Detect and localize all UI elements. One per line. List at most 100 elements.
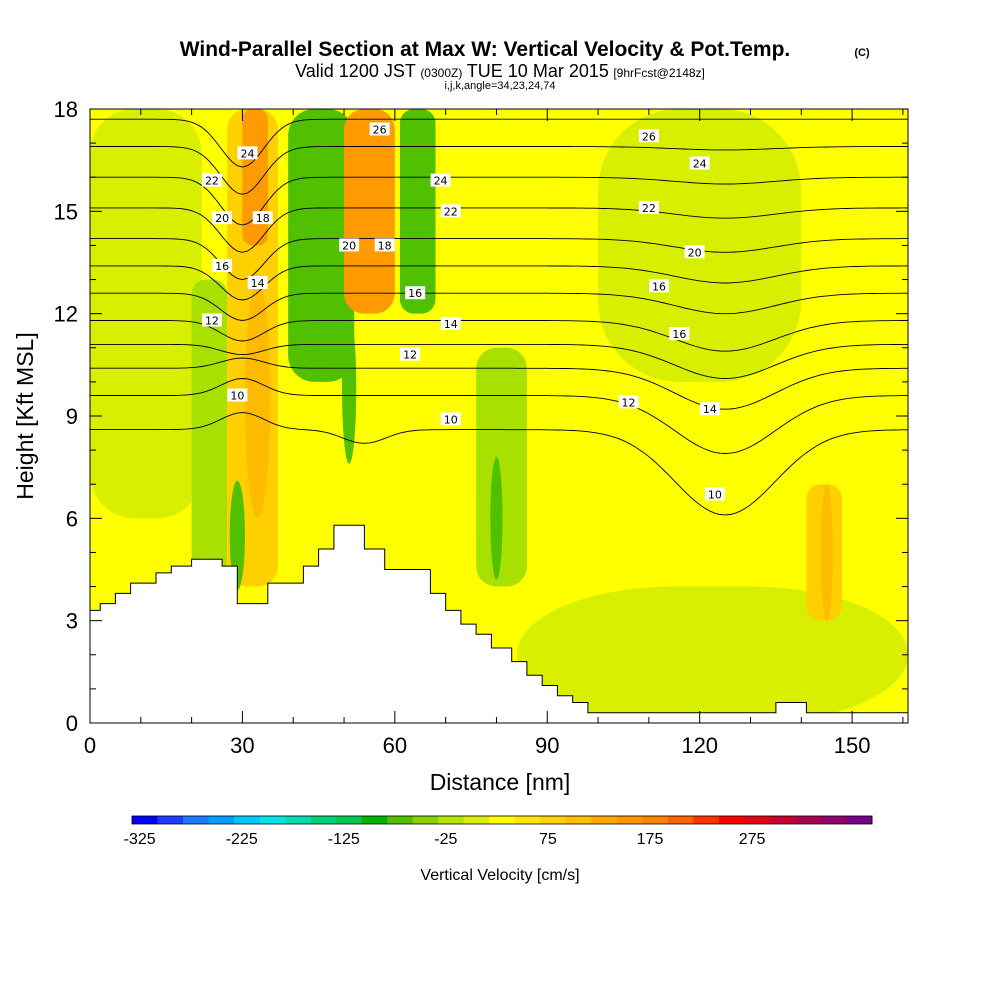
contour-label-box [405,286,426,300]
contour-label: 12 [201,313,222,327]
contour-label-box [212,258,233,272]
contour-label-box [440,412,461,426]
colorbar-swatch [540,816,567,824]
y-tick-label: 9 [66,404,78,429]
velocity-band [90,109,202,519]
isentrope-labels: 10 10 10 12 12 12 14 14 14 16 16 16 16 18 18 20 20 20 22 22… [201,122,725,501]
contour-label-box [247,275,268,289]
isentrope-12 [90,357,908,410]
axis-ticks: 0 30 60 90 120 150 0 3 6 9 12 15 18 [54,97,908,758]
contour-label: 24 [237,146,258,160]
y-tick-label: 0 [66,711,78,736]
contour-label-box [374,238,395,252]
contour-label: 12 [400,347,421,362]
colorbar-swatch [591,816,618,824]
contour-label-box [400,347,421,361]
valid-time-line: Valid 1200 JST (0300Z) TUE 10 Mar 2015 [… [295,61,705,81]
contour-label-text: 14 [703,403,717,416]
y-tick-label: 15 [54,199,78,224]
contour-label: 10 [440,412,461,426]
colorbar-swatch [489,816,516,824]
colorbar-swatch [693,816,720,824]
contour-label-text: 18 [378,239,392,252]
contour-label-text: 22 [205,175,219,188]
velocity-core [244,279,271,519]
colorbar-swatch [616,816,643,824]
colorbar-swatch [361,816,388,824]
colorbar-swatch [769,816,796,824]
y-tick-label: 12 [54,302,78,327]
contour-label: 16 [649,279,670,293]
contour-label-box [227,388,248,402]
contour-label-box [689,156,710,170]
contour-label-box [237,146,258,160]
velocity-core [820,484,833,621]
forecast-info: [9hrFcst@2148z] [613,66,705,80]
colorbar-swatch [183,816,210,824]
contour-label-text: 16 [408,287,422,300]
contour-label-text: 24 [241,147,255,160]
colorbar-swatch [234,816,261,824]
contour-label-text: 10 [708,488,722,501]
colorbar-swatch [208,816,235,824]
isentrope-10 [90,412,908,516]
isentrope-13 [90,343,908,379]
contour-label: 16 [405,286,426,300]
contour-label-box [440,204,461,218]
isentrope-18 [90,265,908,301]
colorbar-frame [131,815,873,825]
contour-label-box [704,487,725,501]
section-params: i,j,k,angle=34,23,24,74 [444,80,555,92]
colorbar: -325 -225 -125 -25 75 175 275 [124,815,873,848]
contour-label-text: 12 [622,396,636,409]
velocity-band [476,347,527,587]
colorbar-swatch [157,816,184,824]
velocity-band [399,109,436,314]
colorbar-swatch [412,816,439,824]
velocity-band [516,586,908,723]
y-tick-label: 6 [66,506,78,531]
contour-label-box [638,200,659,214]
x-tick-label: 120 [681,733,718,758]
plot-area: 10 10 10 12 12 12 14 14 14 16 16 16 16 18 18 20 20 20 22 22… [90,109,908,723]
contour-label-text: 16 [672,328,686,341]
contour-label: 16 [669,327,690,341]
colorbar-swatch [259,816,286,824]
contour-label-box [212,211,233,225]
x-tick-label: 60 [383,733,407,758]
colorbar-tick-label: -25 [434,831,457,848]
contour-label-box [252,211,273,225]
contour-label-text: 10 [444,413,458,426]
contour-label-box [669,327,690,341]
contour-label-box [201,313,222,327]
contour-label-box [339,238,360,252]
chart-title: Wind-Parallel Section at Max W: Vertical… [180,38,791,61]
velocity-core [342,313,357,464]
contour-label-text: 20 [688,246,702,259]
contour-label: 14 [247,275,268,290]
contour-label: 12 [618,395,639,409]
isentrope-22 [90,207,908,253]
contour-label-text: 24 [434,175,448,188]
colorbar-tick-label: -125 [328,831,360,848]
contour-label: 14 [699,402,720,416]
colorbar-swatch [514,816,541,824]
contour-label-text: 12 [403,349,417,362]
colorbar-swatch [285,816,312,824]
contour-label-box [638,129,659,143]
contour-label-text: 18 [256,212,270,225]
isentrope-16 [90,292,908,321]
colorbar-swatch [132,816,159,824]
valid-utc: (0300Z) [420,66,462,80]
colorbar-swatch [387,816,414,824]
colorbar-swatch [744,816,771,824]
y-axis-label: Height [Kft MSL] [12,332,38,499]
contour-label: 18 [374,238,395,252]
valid-prefix: Valid 1200 JST [295,61,416,81]
y-tick-label: 3 [66,609,78,634]
colorbar-swatch [642,816,669,824]
contour-label-text: 26 [373,123,387,136]
contour-label: 16 [212,258,233,273]
velocity-band [344,109,395,314]
colorbar-swatch [310,816,337,824]
